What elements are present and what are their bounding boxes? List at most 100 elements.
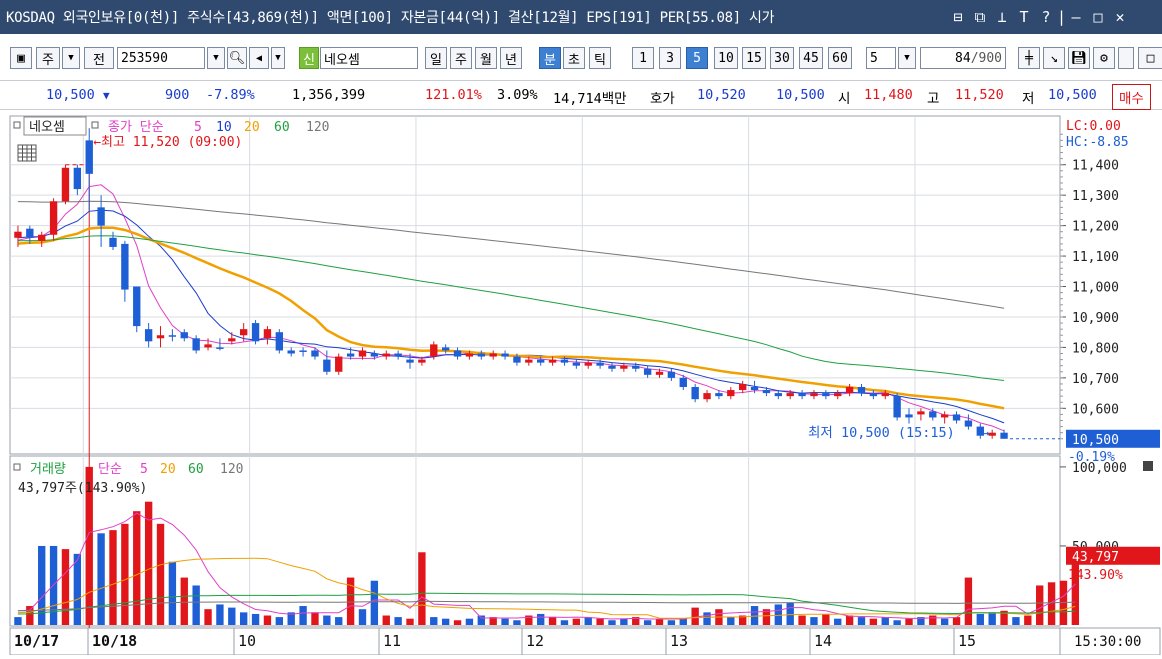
period-0-button[interactable]: 일 [425, 47, 447, 69]
gear-icon[interactable]: ⚙ [1093, 47, 1115, 69]
minute-5-button[interactable]: 5 [686, 47, 708, 69]
help-icon[interactable]: ? [1041, 8, 1051, 26]
draw-tool-icon[interactable]: ↘ [1043, 47, 1065, 69]
x-axis-label: 10/17 [14, 632, 59, 650]
save-icon[interactable]: 💾︎ [1068, 47, 1090, 69]
candle-body [263, 329, 272, 339]
x-axis-label: 10/18 [92, 632, 137, 650]
volume-bar [632, 617, 640, 625]
count-field[interactable]: 84/900 [920, 47, 1006, 69]
option-checkbox[interactable] [1118, 47, 1134, 69]
pin-icon[interactable]: ⊥ [997, 8, 1007, 26]
candle-body [822, 393, 830, 397]
volume-bar [192, 585, 200, 625]
interval-dropdown-icon[interactable]: ▼ [898, 47, 916, 69]
candle-body [584, 362, 592, 366]
chart-area[interactable]: 11,400 11,300 11,200 11,100 11,000 10,900 10,8… [0, 114, 1162, 656]
minute-15-button[interactable]: 15 [742, 47, 766, 69]
volume-bar [881, 617, 889, 625]
candle-body [727, 390, 735, 397]
candle-body [394, 353, 402, 357]
stock-name-field[interactable]: 네오셈 [320, 47, 418, 69]
week-toggle-button[interactable]: 주 [36, 47, 60, 69]
interval-input[interactable]: 5 [866, 47, 896, 69]
candle-body [156, 335, 165, 339]
volume-bar [822, 613, 830, 625]
volume-legend-ma120: 120 [220, 462, 243, 477]
candle-body [537, 359, 545, 363]
volume-bar [1071, 555, 1080, 625]
minute-1-button[interactable]: 1 [632, 47, 654, 69]
candle-body [798, 393, 806, 397]
candle-body [940, 414, 949, 418]
candle-body [251, 323, 260, 342]
price-tick-label: 11,000 [1072, 281, 1119, 296]
volume-bar [513, 620, 521, 625]
minute-10-button[interactable]: 10 [714, 47, 738, 69]
candle-body [299, 350, 307, 352]
current-volume-label: 43,797 [1072, 550, 1119, 565]
stock-code-input[interactable]: 253590 [117, 47, 205, 69]
period-1-button[interactable]: 주 [450, 47, 472, 69]
speaker-icon[interactable]: ◀ [249, 47, 269, 69]
volume-bar [323, 615, 331, 625]
price-tick-label: 11,400 [1072, 159, 1119, 174]
cascade-icon[interactable]: ⧉ [974, 8, 986, 26]
candle-body [204, 344, 212, 348]
period-3-button[interactable]: 년 [500, 47, 522, 69]
vol-ma120-line [17, 600, 1076, 612]
title-bar: KOSDAQ 외국인보유[0(천)] 주식수[43,869(천)] 액면[100… [0, 0, 1162, 34]
candle-settings-icon[interactable]: ╪ [1018, 47, 1040, 69]
legend-toggle-icon [13, 121, 21, 129]
current-price-pct: -0.19% [1068, 450, 1115, 465]
x-axis-label: 12 [526, 632, 544, 650]
period-6-button[interactable]: 틱 [589, 47, 611, 69]
candle-body [513, 356, 521, 363]
x-axis-label: 13 [670, 632, 688, 650]
candle-body [465, 353, 474, 357]
minute-3-button[interactable]: 3 [659, 47, 681, 69]
speaker-dropdown-icon[interactable]: ▼ [271, 47, 285, 69]
count-total: /900 [970, 50, 1002, 66]
period-5-button[interactable]: 초 [563, 47, 585, 69]
low-marker: 최저 10,500 (15:15) [808, 425, 955, 441]
volume-bar [228, 607, 236, 625]
search-icon[interactable]: 🔍︎ [227, 47, 247, 69]
vol-ma60-line [17, 592, 1076, 615]
volume-bar [798, 615, 806, 625]
buy-button[interactable]: 매수 [1112, 84, 1151, 110]
minute-60-button[interactable]: 60 [828, 47, 852, 69]
chevron-down-icon[interactable]: ▼ [62, 47, 80, 69]
minute-30-button[interactable]: 30 [770, 47, 794, 69]
close-icon[interactable]: ✕ [1115, 8, 1125, 26]
candle-body [144, 329, 153, 342]
new-badge: 신 [299, 47, 319, 69]
layout-icon[interactable]: ▣ [10, 47, 32, 69]
volume-bar [750, 606, 759, 625]
high-price: 11,520 [955, 87, 1004, 103]
volume-bar [774, 604, 783, 625]
maximize-icon[interactable]: □ [1093, 8, 1103, 26]
code-dropdown-icon[interactable]: ▼ [207, 47, 225, 69]
font-icon[interactable]: T [1019, 8, 1029, 26]
ma120-line [17, 200, 1005, 309]
price-legend-title: 종가 단순 [108, 120, 164, 135]
candle-body [857, 387, 866, 394]
volume-bar [988, 612, 996, 625]
prev-button[interactable]: 전 [84, 47, 114, 69]
minute-45-button[interactable]: 45 [799, 47, 823, 69]
volume-bar [168, 561, 177, 625]
candle-body [14, 231, 22, 238]
volume-bar [691, 607, 699, 625]
period-2-button[interactable]: 월 [475, 47, 497, 69]
candle-body [239, 329, 248, 336]
candle-body [430, 344, 438, 357]
current-volume-pct: 143.90% [1068, 568, 1123, 583]
candle-body [1000, 432, 1008, 439]
chart-toolbar: ▣ 주 ▼ 전 253590 ▼ 🔍︎ ◀ ▼ 신 네오셈 5 ▼ 84/900… [0, 42, 1162, 76]
restore-window-icon[interactable]: ⊟ [953, 8, 963, 26]
minimize-icon[interactable]: — [1071, 8, 1081, 26]
period-4-button[interactable]: 분 [539, 47, 561, 69]
candle-body [109, 237, 117, 247]
more-icon[interactable]: □ [1138, 47, 1162, 69]
